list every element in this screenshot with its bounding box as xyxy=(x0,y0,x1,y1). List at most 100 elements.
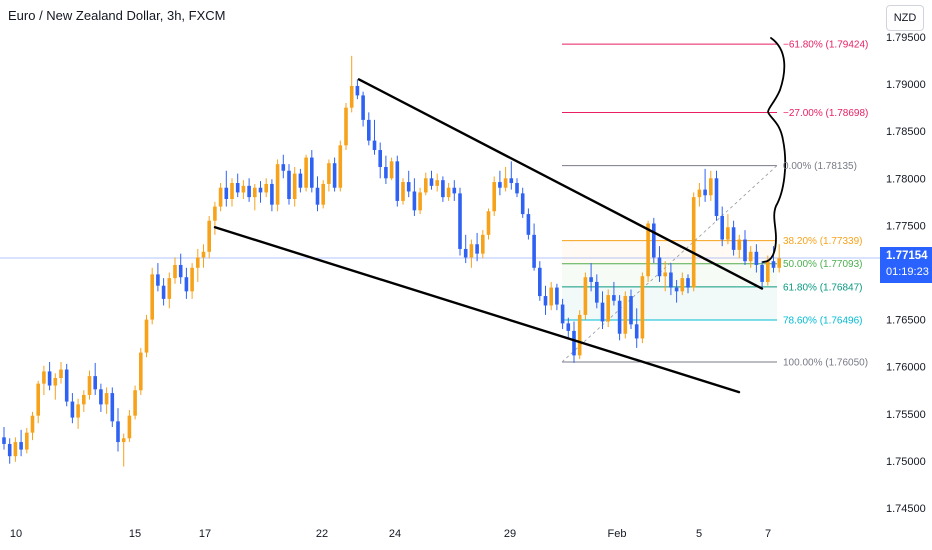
candle-body xyxy=(190,267,194,292)
candle-body xyxy=(441,180,445,198)
candle-body xyxy=(270,183,274,205)
candle-body xyxy=(47,371,52,386)
candle-body xyxy=(349,85,354,108)
candle-body xyxy=(241,185,246,193)
candle-body xyxy=(515,183,519,194)
candle-body xyxy=(463,248,468,258)
candle-body xyxy=(538,267,542,297)
candle-body xyxy=(59,369,63,379)
candle-body xyxy=(167,278,172,299)
candle-body xyxy=(253,187,257,198)
candle-body xyxy=(429,178,434,186)
x-tick-label: 10 xyxy=(10,528,22,540)
candle-body xyxy=(207,220,211,252)
y-tick-label: 1.78500 xyxy=(886,126,926,138)
candle-body xyxy=(7,443,12,457)
candle-body xyxy=(777,258,781,268)
candle-body xyxy=(258,187,263,193)
x-tick-label: 7 xyxy=(765,528,771,540)
candle-body xyxy=(298,173,303,188)
candle-body xyxy=(743,239,747,262)
last-price-value: 1.77154 xyxy=(886,250,928,262)
candle-body xyxy=(486,211,491,235)
candle-body xyxy=(389,161,394,179)
bar-countdown: 01:19:23 xyxy=(886,266,929,278)
candle-body xyxy=(435,180,439,186)
candle-body xyxy=(133,390,137,416)
candle-body xyxy=(395,161,400,201)
candle-body xyxy=(646,223,650,277)
candle-body xyxy=(720,215,724,240)
candle-body xyxy=(338,145,343,188)
candle-body xyxy=(127,415,132,439)
candle-body xyxy=(714,178,719,216)
candle-body xyxy=(754,251,759,265)
candle-body xyxy=(572,330,576,356)
candle-body xyxy=(532,234,536,268)
annotations xyxy=(762,37,787,263)
candle-body xyxy=(384,166,388,179)
time-axis[interactable]: 10 15 17 22 24 29 Feb 5 7 xyxy=(10,528,771,540)
candle-body xyxy=(600,302,605,322)
fib-zone xyxy=(562,286,777,320)
upper-trendline xyxy=(357,78,764,290)
candle-body xyxy=(520,193,525,215)
candle-body xyxy=(617,300,622,334)
candle-body xyxy=(150,274,154,320)
candle-body xyxy=(566,323,571,331)
candle-body xyxy=(406,182,411,192)
candle-body xyxy=(42,371,46,384)
candle-body xyxy=(70,401,75,418)
candle-body xyxy=(726,227,730,240)
candle-body xyxy=(492,182,496,212)
candle-body xyxy=(87,376,92,395)
candle-body xyxy=(709,178,713,196)
candles xyxy=(2,55,781,467)
candle-body xyxy=(703,189,707,196)
candle-body xyxy=(503,178,508,188)
candle-body xyxy=(139,352,143,391)
currency-button[interactable]: NZD xyxy=(886,5,924,31)
candle-body xyxy=(310,157,314,188)
candle-body xyxy=(367,119,371,141)
fib-level-label: 61.80% (1.76847) xyxy=(783,282,863,293)
candle-body xyxy=(13,442,18,457)
candle-body xyxy=(355,85,360,96)
fib-level-label: −27.00% (1.78698) xyxy=(783,108,868,119)
candle-body xyxy=(2,437,6,444)
candle-body xyxy=(418,192,422,211)
candle-body xyxy=(691,197,696,288)
candle-body xyxy=(623,296,628,334)
price-axis[interactable]: 1.795001.790001.785001.780001.775001.770… xyxy=(886,32,926,515)
candle-body xyxy=(583,277,588,315)
candle-body xyxy=(173,264,177,279)
y-tick-label: 1.76500 xyxy=(886,315,926,327)
trendlines[interactable] xyxy=(213,78,764,394)
candle-body xyxy=(669,272,673,288)
fib-level-label: 78.60% (1.76496) xyxy=(783,315,863,326)
candle-body xyxy=(36,383,40,416)
candle-body xyxy=(116,421,120,443)
candle-body xyxy=(161,285,166,299)
candle-body xyxy=(156,274,160,286)
candle-body xyxy=(264,183,268,193)
candle-body xyxy=(378,150,382,167)
candle-body xyxy=(640,276,645,339)
candle-body xyxy=(577,314,582,356)
candle-body xyxy=(287,170,291,200)
candle-body xyxy=(327,163,331,184)
y-tick-label: 1.79000 xyxy=(886,79,926,91)
candle-body xyxy=(361,95,365,120)
candle-body xyxy=(201,251,206,258)
candle-body xyxy=(680,278,685,292)
candle-body xyxy=(235,183,240,193)
fib-zone xyxy=(562,240,777,264)
candle-body xyxy=(475,244,479,254)
candle-body xyxy=(549,287,553,306)
candle-body xyxy=(543,296,548,306)
candle-body xyxy=(196,257,200,268)
candle-body xyxy=(748,251,753,262)
fibonacci-labels: −61.80% (1.79424) −27.00% (1.78698) 0.00% … xyxy=(783,40,868,369)
candle-body xyxy=(606,295,610,322)
